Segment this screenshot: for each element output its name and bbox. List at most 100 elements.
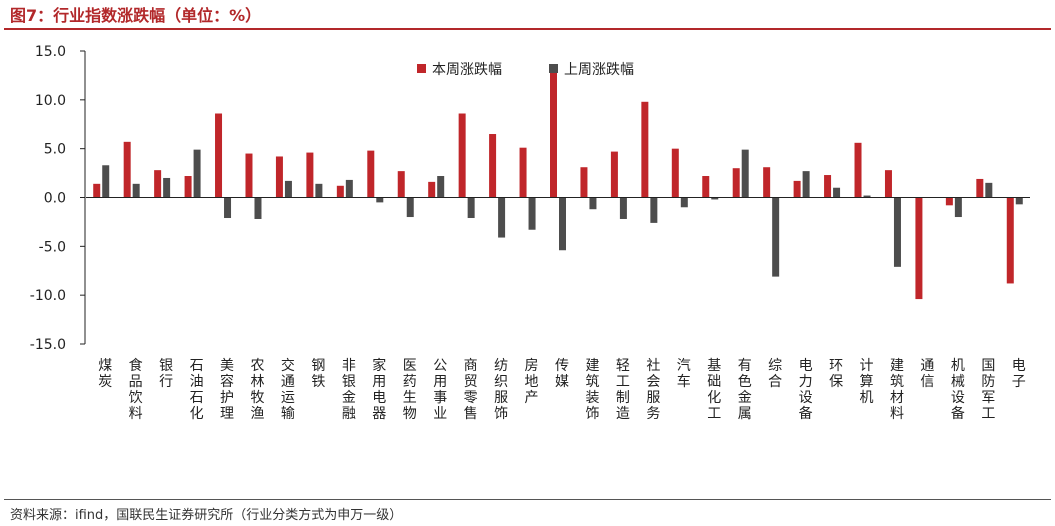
- bar-this-week: [245, 153, 253, 198]
- bar-last-week: [650, 197, 658, 223]
- bar-last-week: [406, 197, 414, 218]
- bar-this-week: [976, 178, 984, 198]
- bar-last-week: [284, 180, 292, 198]
- bar-last-week: [467, 197, 475, 219]
- x-category-label: 纺织服饰: [494, 358, 508, 422]
- x-category-label: 交通运输: [281, 357, 295, 422]
- y-tick-label: -15.0: [30, 337, 66, 353]
- source-note: 资料来源：ifind，国联民生证券研究所（行业分类方式为申万一级）: [10, 508, 403, 523]
- bar-last-week: [437, 176, 445, 198]
- bar-last-week: [893, 197, 901, 267]
- bar-this-week: [489, 134, 497, 198]
- bar-this-week: [884, 170, 892, 198]
- y-tick-label: 15.0: [35, 44, 66, 60]
- x-category-label: 社会服务: [646, 358, 660, 422]
- bar-last-week: [954, 197, 962, 218]
- chart-title: 图7：行业指数涨跌幅（单位：%）: [10, 6, 262, 25]
- bar-this-week: [367, 150, 375, 198]
- bar-this-week: [519, 147, 527, 198]
- bar-this-week: [306, 152, 314, 198]
- legend-label: 本周涨跌幅: [432, 62, 502, 78]
- bar-this-week: [397, 171, 405, 198]
- x-category-label: 农林牧渔: [250, 358, 264, 422]
- x-category-label: 非银金融: [342, 358, 356, 422]
- bar-last-week: [711, 197, 719, 200]
- x-category-label: 商贸零售: [464, 358, 478, 422]
- legend-label: 上周涨跌幅: [564, 62, 634, 78]
- bar-this-week: [763, 167, 771, 198]
- x-category-label: 石油石化: [190, 358, 204, 422]
- x-category-label: 电子: [1012, 358, 1026, 390]
- bar-last-week: [985, 182, 993, 198]
- bar-last-week: [132, 183, 140, 198]
- bar-last-week: [345, 179, 353, 198]
- bar-last-week: [163, 177, 171, 198]
- footer-divider: [4, 499, 1051, 500]
- bar-last-week: [619, 197, 627, 219]
- bar-this-week: [550, 72, 557, 198]
- bar-this-week: [732, 168, 740, 198]
- bar-this-week: [702, 176, 710, 198]
- bar-last-week: [498, 197, 506, 238]
- x-category-label: 食品饮料: [129, 357, 143, 422]
- x-category-label: 综合: [768, 358, 782, 390]
- x-category-label: 环保: [829, 358, 843, 390]
- bar-last-week: [528, 197, 536, 230]
- x-category-label: 传媒: [555, 358, 569, 390]
- y-tick-label: -5.0: [39, 239, 66, 255]
- bar-last-week: [772, 197, 780, 277]
- x-category-label: 美容护理: [220, 358, 234, 422]
- bar-last-week: [741, 149, 749, 198]
- bar-last-week: [1015, 197, 1023, 205]
- bar-this-week: [275, 156, 283, 198]
- y-tick-label: 5.0: [44, 142, 66, 158]
- y-tick-label: 0.0: [44, 191, 66, 207]
- bar-this-week: [336, 185, 344, 198]
- bar-last-week: [802, 171, 810, 198]
- bar-last-week: [680, 197, 688, 208]
- bar-last-week: [863, 195, 871, 198]
- x-category-label: 有色金属: [738, 358, 752, 422]
- bar-this-week: [1006, 197, 1014, 284]
- x-category-label: 建筑材料: [890, 358, 904, 422]
- bar-this-week: [793, 180, 801, 198]
- bar-last-week: [254, 197, 262, 219]
- bar-this-week: [641, 101, 649, 198]
- bar-this-week: [671, 148, 679, 198]
- x-category-label: 汽车: [677, 358, 691, 390]
- x-category-label: 医药生物: [403, 358, 417, 422]
- x-category-label: 通信: [920, 358, 934, 390]
- bar-last-week: [376, 197, 384, 203]
- bar-this-week: [154, 170, 162, 198]
- x-category-label: 银行: [159, 358, 173, 390]
- bar-this-week: [93, 183, 101, 198]
- x-category-label: 国防军工: [981, 358, 995, 422]
- y-tick-label: 10.0: [35, 93, 66, 109]
- bar-chart: 15.0 10.0 5.0 0.0 -5.0 -10.0 -15.0 煤炭 食品饮料 银行 石油石化…: [30, 44, 1030, 422]
- x-category-label: 轻工制造: [616, 358, 630, 422]
- y-tick-label: -10.0: [30, 288, 66, 304]
- legend-swatch: [549, 64, 558, 73]
- bar-this-week: [610, 151, 618, 198]
- bar-last-week: [833, 187, 841, 198]
- bar-last-week: [589, 197, 597, 210]
- bar-this-week: [915, 197, 923, 300]
- bar-this-week: [824, 175, 832, 198]
- bar-this-week: [458, 113, 466, 198]
- bar-this-week: [580, 167, 588, 198]
- title-divider: [4, 28, 1051, 30]
- bar-this-week: [854, 142, 862, 198]
- bar-this-week: [123, 141, 131, 198]
- bar-this-week: [428, 181, 436, 198]
- x-category-label: 基础化工: [707, 357, 721, 422]
- bar-this-week: [184, 176, 192, 198]
- bar-this-week: [945, 197, 953, 206]
- x-category-label: 计算机: [860, 358, 874, 406]
- x-category-label: 房地产: [525, 358, 539, 406]
- x-category-label: 机械设备: [951, 358, 965, 422]
- x-category-label: 家用电器: [372, 357, 386, 422]
- bar-last-week: [315, 183, 323, 198]
- legend-swatch: [417, 64, 426, 73]
- bar-last-week: [559, 197, 566, 251]
- x-category-label: 公用事业: [433, 358, 447, 422]
